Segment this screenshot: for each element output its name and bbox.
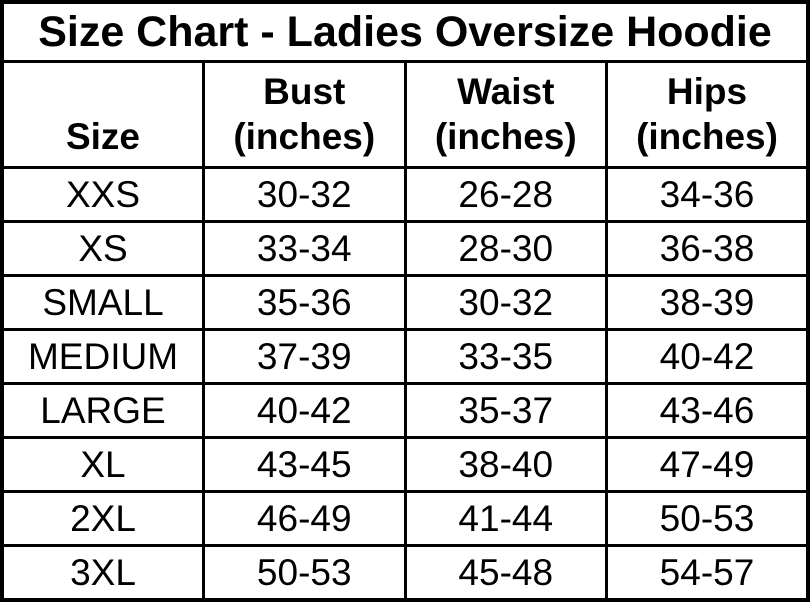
bust-cell: 43-45 xyxy=(202,436,407,493)
size-cell: XS xyxy=(0,220,205,277)
table-row-2xl: 2XL 46-49 41-44 50-53 xyxy=(0,490,810,547)
column-header-bust: Bust (inches) xyxy=(202,60,407,169)
hips-cell: 54-57 xyxy=(605,544,810,602)
table-row-xxs: XXS 30-32 26-28 34-36 xyxy=(0,166,810,223)
bust-cell: 40-42 xyxy=(202,382,407,439)
hips-cell: 34-36 xyxy=(605,166,810,223)
table-row-3xl: 3XL 50-53 45-48 54-57 xyxy=(0,544,810,602)
chart-title: Size Chart - Ladies Oversize Hoodie xyxy=(0,0,810,63)
title-row: Size Chart - Ladies Oversize Hoodie xyxy=(0,0,810,63)
waist-cell: 45-48 xyxy=(403,544,608,602)
bust-cell: 35-36 xyxy=(202,274,407,331)
size-cell: 2XL xyxy=(0,490,205,547)
waist-cell: 33-35 xyxy=(403,328,608,385)
column-header-hips: Hips (inches) xyxy=(605,60,810,169)
waist-cell: 41-44 xyxy=(403,490,608,547)
size-cell: MEDIUM xyxy=(0,328,205,385)
column-header-hips-unit: (inches) xyxy=(636,115,778,157)
size-cell: XXS xyxy=(0,166,205,223)
hips-cell: 50-53 xyxy=(605,490,810,547)
size-cell: LARGE xyxy=(0,382,205,439)
bust-cell: 37-39 xyxy=(202,328,407,385)
column-header-waist-unit: (inches) xyxy=(434,115,577,157)
hips-cell: 40-42 xyxy=(605,328,810,385)
hips-cell: 47-49 xyxy=(605,436,810,493)
bust-cell: 46-49 xyxy=(202,490,407,547)
table-row-xl: XL 43-45 38-40 47-49 xyxy=(0,436,810,493)
column-header-waist: Waist (inches) xyxy=(403,60,608,169)
waist-cell: 30-32 xyxy=(403,274,608,331)
bust-cell: 33-34 xyxy=(202,220,407,277)
table-row-medium: MEDIUM 37-39 33-35 40-42 xyxy=(0,328,810,385)
waist-cell: 28-30 xyxy=(403,220,608,277)
waist-cell: 35-37 xyxy=(403,382,608,439)
waist-cell: 38-40 xyxy=(403,436,608,493)
column-header-size: Size xyxy=(0,60,205,169)
waist-cell: 26-28 xyxy=(403,166,608,223)
column-header-hips-label: Hips xyxy=(666,70,748,112)
hips-cell: 36-38 xyxy=(605,220,810,277)
column-header-bust-unit: (inches) xyxy=(233,115,376,157)
size-cell: SMALL xyxy=(0,274,205,331)
bust-cell: 30-32 xyxy=(202,166,407,223)
size-cell: XL xyxy=(0,436,205,493)
table-row-large: LARGE 40-42 35-37 43-46 xyxy=(0,382,810,439)
column-header-bust-label: Bust xyxy=(263,70,346,112)
hips-cell: 43-46 xyxy=(605,382,810,439)
column-header-waist-label: Waist xyxy=(457,70,555,112)
bust-cell: 50-53 xyxy=(202,544,407,602)
header-row: Size Bust (inches) Waist (inches) Hips (… xyxy=(0,60,810,169)
table-row-small: SMALL 35-36 30-32 38-39 xyxy=(0,274,810,331)
size-cell: 3XL xyxy=(0,544,205,602)
column-header-size-label: Size xyxy=(65,115,141,157)
table-row-xs: XS 33-34 28-30 36-38 xyxy=(0,220,810,277)
hips-cell: 38-39 xyxy=(605,274,810,331)
